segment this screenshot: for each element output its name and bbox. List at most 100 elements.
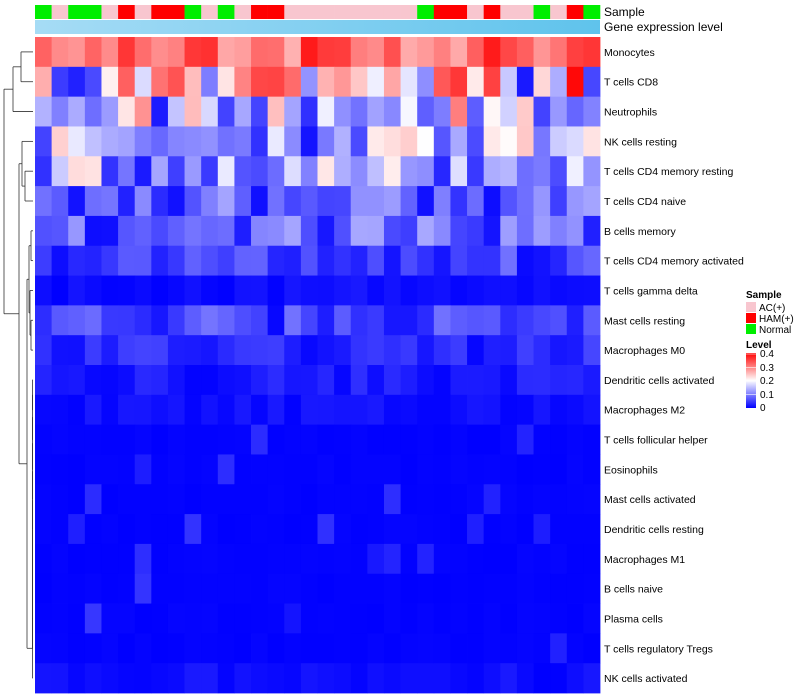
- heatmap-cell: [201, 186, 219, 217]
- heatmap-cell: [317, 96, 335, 127]
- heatmap-cell: [184, 663, 202, 694]
- heatmap-cell: [51, 394, 69, 426]
- heatmap-cell: [35, 245, 53, 276]
- heatmap-cell: [317, 514, 335, 545]
- heatmap-cell: [134, 66, 152, 98]
- heatmap-cell: [234, 573, 252, 604]
- heatmap-cell: [483, 394, 501, 426]
- sample-cell: [118, 5, 136, 19]
- heatmap-cell: [383, 335, 401, 366]
- heatmap-cell: [533, 394, 551, 426]
- heatmap-cell: [267, 156, 285, 187]
- heatmap-cell: [317, 543, 335, 575]
- heatmap-cell: [267, 543, 285, 575]
- heatmap-cell: [118, 275, 136, 306]
- heatmap-cell: [383, 484, 401, 515]
- heatmap-cell: [300, 186, 318, 217]
- heatmap-cell: [267, 96, 285, 127]
- heatmap-cell: [251, 514, 269, 545]
- heatmap-cell: [500, 245, 518, 276]
- heatmap-cell: [217, 424, 235, 455]
- heatmap-cell: [284, 66, 302, 98]
- heatmap-cell: [84, 66, 102, 98]
- heatmap-cell: [101, 394, 119, 426]
- heatmap-cell: [101, 245, 119, 276]
- heatmap-cell: [251, 603, 269, 634]
- heatmap-cell: [84, 215, 102, 247]
- heatmap-cell: [35, 186, 53, 217]
- sample-cell: [234, 5, 252, 19]
- legend-swatch-ac: [746, 302, 756, 312]
- heatmap-cell: [417, 514, 435, 545]
- heatmap-cell: [450, 454, 468, 485]
- sample-cell: [550, 5, 568, 19]
- sample-cell: [167, 5, 185, 19]
- heatmap-cell: [101, 305, 119, 336]
- heatmap-cell: [367, 543, 385, 575]
- heatmap-cell: [167, 37, 185, 68]
- heatmap-cell: [483, 365, 501, 396]
- heatmap-cell: [350, 663, 368, 694]
- heatmap-cell: [217, 126, 235, 157]
- heatmap-cell: [383, 603, 401, 634]
- heatmap-cell: [151, 365, 169, 396]
- heatmap-cell: [151, 484, 169, 515]
- heatmap-cell: [566, 424, 584, 455]
- expression-level-bar: [35, 20, 600, 34]
- heatmap-cell: [583, 365, 601, 396]
- heatmap-cell: [317, 37, 335, 68]
- heatmap-cell: [383, 275, 401, 306]
- heatmap-cell: [217, 633, 235, 664]
- heatmap-cell: [317, 573, 335, 604]
- sample-cell: [350, 5, 368, 19]
- heatmap-cell: [201, 335, 219, 366]
- heatmap-cell: [583, 424, 601, 455]
- heatmap-cell: [533, 96, 551, 127]
- heatmap-cell: [184, 603, 202, 634]
- heatmap-cell: [550, 245, 568, 276]
- row-label: B cells naive: [604, 584, 663, 596]
- heatmap-cell: [118, 454, 136, 485]
- level-tick-0.3: 0.3: [760, 363, 774, 374]
- heatmap-cell: [417, 37, 435, 68]
- heatmap-cell: [201, 156, 219, 187]
- heatmap-cell: [35, 66, 53, 98]
- heatmap-cell: [300, 66, 318, 98]
- level-tick-0.4: 0.4: [760, 349, 774, 360]
- heatmap-cell: [566, 573, 584, 604]
- heatmap-cell: [350, 603, 368, 634]
- heatmap-cell: [383, 424, 401, 455]
- heatmap-cell: [151, 424, 169, 455]
- heatmap-cell: [234, 305, 252, 336]
- heatmap-cell: [251, 275, 269, 306]
- heatmap-cell: [51, 365, 69, 396]
- heatmap-cell: [334, 365, 352, 396]
- heatmap-cell: [51, 275, 69, 306]
- heatmap-cell: [151, 603, 169, 634]
- heatmap-cell: [483, 335, 501, 366]
- sample-cell: [334, 5, 352, 19]
- heatmap-cell: [550, 305, 568, 336]
- heatmap-cell: [35, 365, 53, 396]
- heatmap-cell: [550, 454, 568, 485]
- heatmap-cell: [450, 394, 468, 426]
- heatmap-cell: [450, 633, 468, 664]
- heatmap-cell: [367, 603, 385, 634]
- heatmap-cell: [267, 215, 285, 247]
- heatmap-cell: [350, 484, 368, 515]
- heatmap-cell: [201, 663, 219, 694]
- heatmap-cell: [284, 454, 302, 485]
- heatmap-cell: [184, 633, 202, 664]
- heatmap-cell: [101, 365, 119, 396]
- heatmap-cell: [167, 424, 185, 455]
- heatmap-cell: [184, 514, 202, 545]
- heatmap-cell: [284, 156, 302, 187]
- heatmap-cell: [300, 484, 318, 515]
- heatmap-cell: [251, 454, 269, 485]
- heatmap-cell: [267, 186, 285, 217]
- heatmap-cell: [217, 37, 235, 68]
- heatmap-cell: [84, 275, 102, 306]
- heatmap-cell: [284, 543, 302, 575]
- heatmap-cell: [35, 305, 53, 336]
- heatmap-cell: [367, 126, 385, 157]
